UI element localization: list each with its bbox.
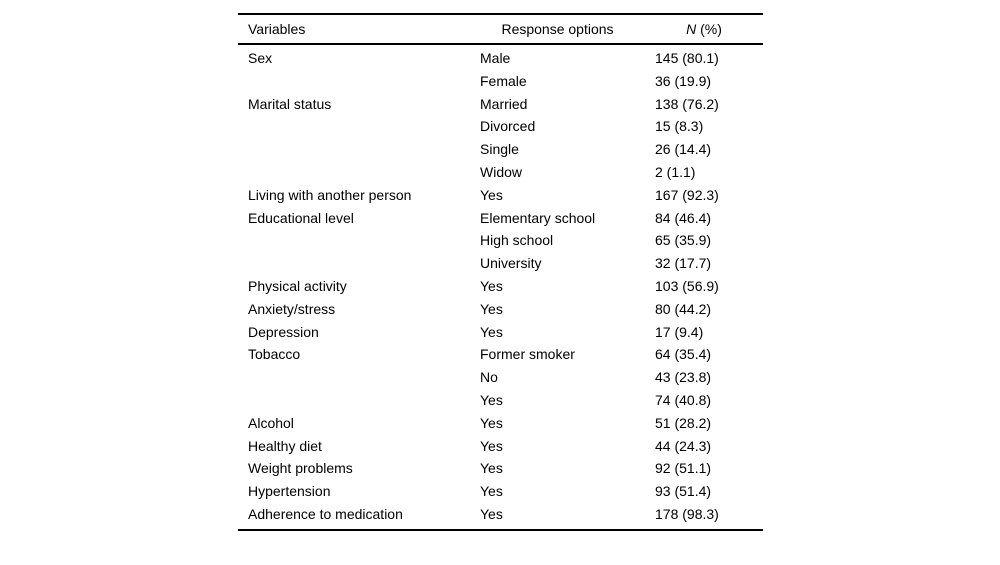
variable-cell: Tobacco — [248, 346, 301, 363]
n-percent-cell: 64 (35.4) — [655, 346, 712, 363]
table-row: No 43 (23.8) — [238, 366, 763, 389]
variable-cell — [238, 70, 470, 93]
table-row: Anxiety/stress Yes 80 (44.2) — [238, 298, 763, 321]
response-option-cell: Widow — [480, 163, 523, 180]
n-percent-cell: 2 (1.1) — [655, 163, 696, 180]
response-option-cell: Single — [480, 141, 519, 158]
n-percent-cell: 36 (19.9) — [655, 72, 712, 89]
response-option-cell: Yes — [480, 277, 503, 294]
response-option-cell: Yes — [480, 437, 503, 454]
response-option-cell: Yes — [480, 483, 503, 500]
table-row: Widow 2 (1.1) — [238, 161, 763, 184]
n-percent-cell: 44 (24.3) — [655, 437, 712, 454]
response-option-cell: Yes — [480, 414, 503, 431]
response-option-cell: Male — [480, 50, 511, 66]
variable-cell: Depression — [248, 323, 319, 340]
n-percent-cell: 138 (76.2) — [655, 95, 719, 112]
header-n-italic: N — [686, 21, 697, 37]
variable-cell: Hypertension — [248, 483, 331, 500]
response-option-cell: Yes — [480, 505, 503, 522]
variable-cell: Alcohol — [248, 414, 294, 431]
variable-cell: Sex — [248, 50, 273, 66]
table-row: Depression Yes 17 (9.4) — [238, 321, 763, 344]
response-option-cell: Elementary school — [480, 209, 596, 226]
table-row: High school 65 (35.9) — [238, 229, 763, 252]
variable-cell: Healthy diet — [248, 437, 322, 454]
response-option-cell: Divorced — [480, 118, 536, 135]
response-option-cell: High school — [480, 232, 554, 249]
demographics-table: Variables Response options N (%) Sex Male… — [238, 13, 763, 531]
response-option-cell: Yes — [480, 460, 503, 477]
variable-cell: Weight problems — [248, 460, 353, 477]
variable-cell — [238, 366, 470, 389]
variable-cell — [238, 115, 470, 138]
response-option-cell: Female — [480, 72, 527, 89]
table-row: Healthy diet Yes 44 (24.3) — [238, 435, 763, 458]
header-percent-label: (%) — [696, 21, 722, 37]
response-option-cell: Yes — [480, 186, 503, 203]
variable-cell: Living with another person — [248, 186, 412, 203]
response-option-cell: University — [480, 255, 542, 272]
table-row: Tobacco Former smoker 64 (35.4) — [238, 343, 763, 366]
variable-cell — [238, 389, 470, 412]
table-row: Hypertension Yes 93 (51.4) — [238, 480, 763, 503]
n-percent-cell: 103 (56.9) — [655, 277, 719, 294]
variable-cell: Marital status — [248, 95, 332, 112]
table-row: Physical activity Yes 103 (56.9) — [238, 275, 763, 298]
response-option-cell: Yes — [480, 300, 503, 317]
n-percent-cell: 84 (46.4) — [655, 209, 712, 226]
variable-cell — [238, 161, 470, 184]
variable-cell: Educational level — [248, 209, 354, 226]
table-row: Educational level Elementary school 84 (46… — [238, 207, 763, 230]
response-option-cell: Former smoker — [480, 346, 575, 363]
table-row: Single 26 (14.4) — [238, 138, 763, 161]
variable-cell: Anxiety/stress — [248, 300, 336, 317]
table-row: Sex Male 145 (80.1) — [238, 47, 763, 70]
table-row: Adherence to medication Yes 178 (98.3) — [238, 503, 763, 526]
n-percent-cell: 32 (17.7) — [655, 255, 712, 272]
header-response-options: Response options — [501, 21, 614, 37]
variable-cell — [238, 229, 470, 252]
table-row: Marital status Married 138 (76.2) — [238, 93, 763, 116]
variable-cell: Physical activity — [248, 277, 347, 294]
table-row: Alcohol Yes 51 (28.2) — [238, 412, 763, 435]
table-row: Divorced 15 (8.3) — [238, 115, 763, 138]
response-option-cell: Yes — [480, 323, 503, 340]
response-option-cell: No — [480, 369, 498, 386]
table-row: University 32 (17.7) — [238, 252, 763, 275]
variable-cell: Adherence to medication — [248, 505, 403, 522]
n-percent-cell: 26 (14.4) — [655, 141, 712, 158]
n-percent-cell: 65 (35.9) — [655, 232, 712, 249]
n-percent-cell: 178 (98.3) — [655, 505, 719, 522]
n-percent-cell: 51 (28.2) — [655, 414, 712, 431]
n-percent-cell: 17 (9.4) — [655, 323, 704, 340]
table-row: Female 36 (19.9) — [238, 70, 763, 93]
n-percent-cell: 80 (44.2) — [655, 300, 712, 317]
n-percent-cell: 93 (51.4) — [655, 483, 712, 500]
table-row: Yes 74 (40.8) — [238, 389, 763, 412]
n-percent-cell: 15 (8.3) — [655, 118, 704, 135]
variable-cell — [238, 138, 470, 161]
table-row: Weight problems Yes 92 (51.1) — [238, 457, 763, 480]
n-percent-cell: 74 (40.8) — [655, 391, 712, 408]
header-n-percent: N (%) — [645, 21, 763, 37]
n-percent-cell: 145 (80.1) — [655, 50, 719, 66]
table-body: Sex Male 145 (80.1) Female 36 (19.9) Marital … — [238, 45, 763, 531]
n-percent-cell: 92 (51.1) — [655, 460, 712, 477]
table-row: Living with another person Yes 167 (92.3) — [238, 184, 763, 207]
table-header-row: Variables Response options N (%) — [238, 13, 763, 45]
response-option-cell: Yes — [480, 391, 503, 408]
n-percent-cell: 43 (23.8) — [655, 369, 712, 386]
variable-cell — [238, 252, 470, 275]
response-option-cell: Married — [480, 95, 528, 112]
header-variables: Variables — [248, 21, 306, 37]
n-percent-cell: 167 (92.3) — [655, 186, 719, 203]
